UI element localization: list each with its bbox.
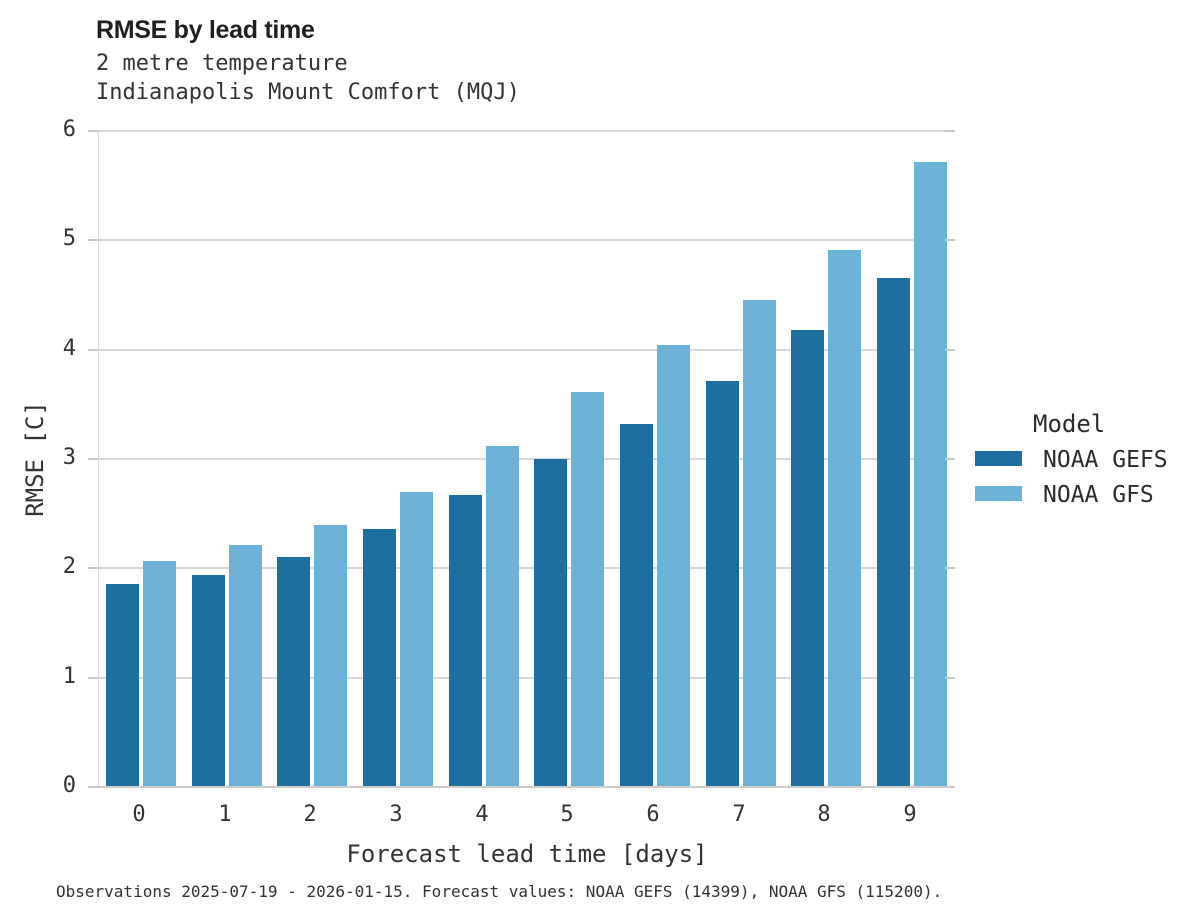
gridline-y-6 <box>98 130 955 132</box>
bar-noaa-gefs-day-1 <box>192 575 225 787</box>
chart-subtitle-variable: 2 metre temperature <box>96 51 348 76</box>
legend-swatch-gefs-icon <box>975 451 1022 466</box>
bar-noaa-gfs-day-0 <box>143 561 176 787</box>
left-tick-y-5 <box>88 239 98 241</box>
y-tick-label-5: 5 <box>62 226 76 251</box>
y-axis-label: RMSE [C] <box>21 401 49 517</box>
right-tick-y-3 <box>945 458 955 460</box>
x-axis-label: Forecast lead time [days] <box>346 840 708 868</box>
y-tick-label-0: 0 <box>62 773 76 798</box>
bar-noaa-gfs-day-7 <box>743 300 776 787</box>
legend-title: Model <box>1033 410 1106 438</box>
bar-noaa-gfs-day-8 <box>828 250 861 787</box>
right-tick-y-6 <box>945 130 955 132</box>
gridline-y-5 <box>98 239 955 241</box>
bar-noaa-gefs-day-2 <box>277 557 310 787</box>
left-tick-y-0 <box>88 786 98 788</box>
x-tick-label-5: 5 <box>560 802 574 827</box>
chart-subtitle-station: Indianapolis Mount Comfort (MQJ) <box>96 80 520 105</box>
x-tick-label-6: 6 <box>646 802 660 827</box>
y-tick-label-3: 3 <box>62 445 76 470</box>
gridline-y-2 <box>98 567 955 569</box>
y-axis-spine <box>98 131 99 787</box>
bar-noaa-gefs-day-7 <box>706 381 739 787</box>
y-tick-label-2: 2 <box>62 554 76 579</box>
bar-noaa-gfs-day-6 <box>657 345 690 787</box>
right-tick-y-2 <box>945 567 955 569</box>
left-tick-y-3 <box>88 458 98 460</box>
legend-entry-label: NOAA GFS <box>1043 482 1154 508</box>
x-tick-label-3: 3 <box>389 802 403 827</box>
right-tick-y-1 <box>945 677 955 679</box>
x-axis-spine <box>98 786 955 788</box>
bar-noaa-gfs-day-2 <box>314 525 347 787</box>
bar-noaa-gefs-day-4 <box>449 495 482 787</box>
bar-noaa-gfs-day-5 <box>571 392 604 787</box>
bar-noaa-gefs-day-6 <box>620 424 653 787</box>
gridline-y-1 <box>98 677 955 679</box>
left-tick-y-2 <box>88 567 98 569</box>
bar-noaa-gefs-day-5 <box>534 459 567 787</box>
left-tick-y-4 <box>88 349 98 351</box>
x-tick-label-2: 2 <box>303 802 317 827</box>
x-tick-label-8: 8 <box>817 802 831 827</box>
x-tick-label-0: 0 <box>132 802 146 827</box>
x-tick-label-9: 9 <box>903 802 917 827</box>
gridline-y-3 <box>98 458 955 460</box>
bar-noaa-gfs-day-1 <box>229 545 262 787</box>
bar-noaa-gefs-day-8 <box>791 330 824 787</box>
x-tick-label-1: 1 <box>218 802 232 827</box>
bar-noaa-gfs-day-9 <box>914 162 947 787</box>
bar-noaa-gefs-day-9 <box>877 278 910 787</box>
y-tick-label-4: 4 <box>62 336 76 361</box>
bar-noaa-gfs-day-3 <box>400 492 433 787</box>
x-tick-label-4: 4 <box>475 802 489 827</box>
chart-title: RMSE by lead time <box>96 16 315 44</box>
bar-noaa-gefs-day-0 <box>106 584 139 787</box>
y-tick-label-6: 6 <box>62 117 76 142</box>
legend-swatch-gfs-icon <box>975 486 1022 501</box>
x-tick-label-7: 7 <box>732 802 746 827</box>
right-tick-y-4 <box>945 349 955 351</box>
bar-noaa-gefs-day-3 <box>363 529 396 787</box>
gridline-y-4 <box>98 349 955 351</box>
y-tick-label-1: 1 <box>62 664 76 689</box>
left-tick-y-6 <box>88 130 98 132</box>
left-tick-y-1 <box>88 677 98 679</box>
bar-noaa-gfs-day-4 <box>486 446 519 787</box>
right-tick-y-5 <box>945 239 955 241</box>
footer-note: Observations 2025-07-19 - 2026-01-15. Fo… <box>56 882 943 901</box>
legend-entry-label: NOAA GEFS <box>1043 447 1168 473</box>
